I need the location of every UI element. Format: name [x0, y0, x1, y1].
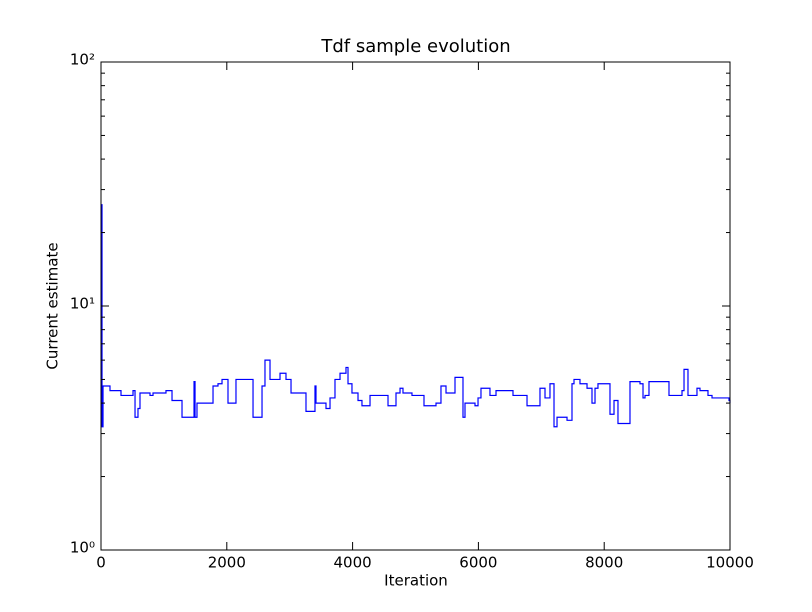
plot-frame — [100, 61, 731, 551]
x-tick-label: 2000 — [208, 554, 246, 572]
y-tick-label: 10² — [70, 51, 95, 69]
x-tick-label: 10000 — [706, 554, 754, 572]
chart-title: Tdf sample evolution — [320, 36, 510, 57]
x-tick-label: 4000 — [334, 554, 372, 572]
y-tick-label: 10¹ — [70, 295, 95, 313]
x-tick-label: 0 — [96, 554, 106, 572]
y-tick-label: 10⁰ — [70, 539, 95, 557]
y-axis-label: Current estimate — [44, 242, 62, 369]
x-tick-label: 8000 — [585, 554, 623, 572]
x-tick-label: 6000 — [459, 554, 497, 572]
data-line — [101, 204, 731, 428]
x-axis-label: Iteration — [384, 572, 448, 590]
